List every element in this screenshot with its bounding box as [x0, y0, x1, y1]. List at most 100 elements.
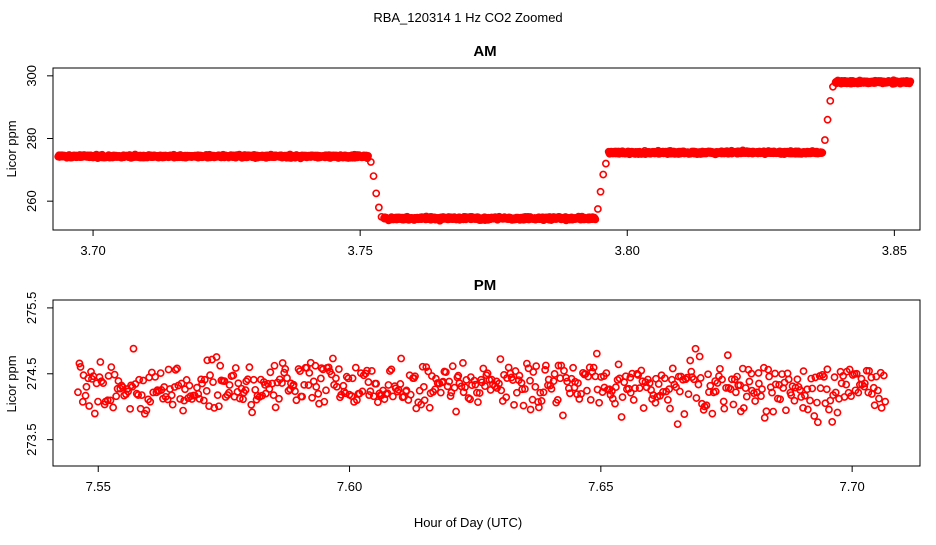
pm-data-point: [629, 396, 638, 404]
am-panel-title: AM: [473, 43, 496, 60]
pm-data-point: [672, 383, 680, 392]
pm-data-point: [771, 380, 780, 389]
pm-data-point: [241, 386, 250, 394]
pm-data-point: [300, 380, 309, 389]
pm-data-point: [584, 372, 593, 381]
pm-data-point: [870, 401, 879, 410]
am-data-point: [601, 159, 610, 168]
pm-data-point: [81, 391, 90, 400]
pm-data-point: [539, 388, 548, 397]
pm-data-point: [305, 368, 314, 377]
pm-data-point: [213, 391, 222, 400]
pm-data-point: [441, 368, 450, 376]
am-data-points: [54, 76, 915, 225]
chart-suptitle: RBA_120314 1 Hz CO2 Zoomed: [373, 10, 562, 25]
pm-data-point: [519, 401, 528, 410]
pm-data-point: [526, 405, 535, 414]
pm-data-point: [448, 362, 457, 371]
pm-x-tick-label: 7.55: [86, 479, 111, 494]
pm-data-point: [553, 395, 562, 404]
pm-data-points: [74, 344, 890, 428]
pm-data-point: [796, 386, 804, 394]
pm-data-point: [249, 375, 258, 384]
pm-data-point: [860, 379, 869, 388]
pm-data-point: [452, 407, 460, 416]
pm-data-point: [512, 388, 521, 397]
pm-data-point: [852, 369, 861, 378]
pm-data-point: [132, 389, 141, 398]
pm-data-point: [446, 392, 455, 400]
pm-data-point: [820, 372, 828, 381]
pm-data-point: [536, 388, 545, 397]
pm-data-point: [311, 361, 320, 370]
pm-data-point: [171, 365, 180, 374]
pm-data-point: [481, 382, 489, 391]
pm-x-tick-label: 7.70: [839, 479, 864, 494]
pm-data-point: [847, 392, 855, 401]
pm-data-point: [271, 403, 280, 412]
pm-data-point: [85, 402, 94, 410]
pm-data-point: [197, 375, 206, 384]
pm-data-point: [298, 392, 307, 401]
pm-data-point: [387, 365, 396, 374]
pm-data-point: [99, 379, 108, 388]
pm-data-point: [680, 410, 689, 418]
pm-data-point: [445, 377, 454, 386]
pm-data-point: [142, 406, 151, 415]
pm-data-point: [139, 376, 148, 385]
pm-data-point: [864, 388, 873, 397]
pm-data-point: [314, 389, 323, 398]
pm-data-point: [692, 394, 701, 402]
am-data-point: [591, 215, 600, 224]
pm-data-point: [762, 407, 771, 416]
pm-data-point: [635, 384, 644, 393]
pm-data-point: [711, 387, 720, 396]
pm-data-point: [784, 375, 793, 384]
pm-data-point: [511, 367, 520, 375]
am-panel: AM Licor ppm 3.70 3.75 3.80 3.85 260 280 300: [4, 43, 921, 258]
pm-data-point: [793, 375, 802, 384]
pm-data-point: [745, 377, 754, 386]
am-x-tick-label: 3.85: [882, 243, 907, 258]
pm-data-point: [291, 387, 299, 396]
pm-data-point: [234, 379, 243, 388]
pm-data-point: [696, 374, 705, 382]
pm-data-point: [304, 381, 313, 390]
pm-data-point: [373, 398, 382, 407]
am-y-tick-label: 280: [24, 128, 39, 150]
pm-data-point: [248, 408, 257, 417]
pm-data-point: [344, 374, 353, 383]
pm-data-point: [547, 384, 556, 393]
pm-data-point: [521, 385, 529, 393]
pm-data-point: [758, 385, 766, 394]
pm-data-point: [334, 365, 343, 374]
pm-data-point: [436, 388, 445, 397]
pm-data-point: [402, 386, 411, 395]
am-y-tick-label: 260: [24, 190, 39, 212]
pm-data-point: [618, 393, 627, 402]
pm-data-point: [348, 374, 357, 383]
pm-data-point: [245, 363, 254, 372]
pm-data-point: [695, 352, 704, 361]
pm-data-point: [637, 366, 646, 375]
pm-data-point: [320, 397, 329, 406]
pm-data-point: [811, 373, 820, 382]
pm-data-point: [459, 388, 468, 397]
pm-data-point: [406, 390, 415, 399]
pm-data-point: [363, 366, 371, 375]
pm-data-point: [90, 409, 99, 418]
pm-y-tick-label: 275.5: [24, 292, 39, 325]
pm-y-axis-label: Licor ppm: [4, 355, 19, 412]
pm-data-point: [231, 364, 240, 372]
pm-data-point: [206, 371, 214, 380]
x-axis-label: Hour of Day (UTC): [414, 515, 522, 530]
pm-data-point: [195, 394, 204, 403]
pm-data-point: [726, 385, 735, 393]
pm-data-point: [583, 386, 591, 395]
am-data-point: [593, 205, 602, 213]
pm-data-point: [103, 396, 112, 405]
pm-data-point: [137, 391, 146, 400]
pm-data-point: [124, 387, 132, 396]
am-x-tick-label: 3.80: [615, 243, 640, 258]
